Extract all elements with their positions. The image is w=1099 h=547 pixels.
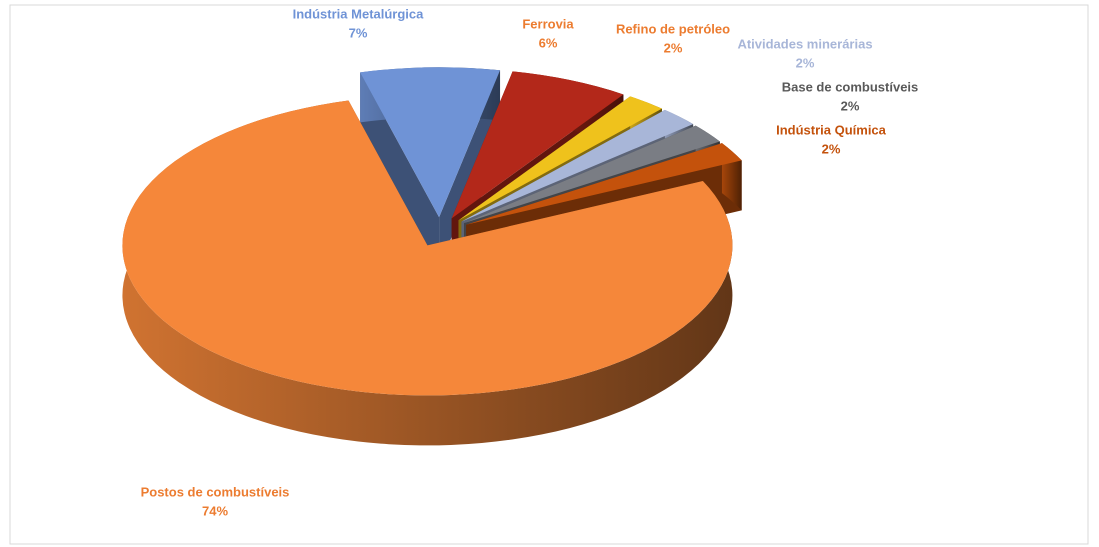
data-label-name: Atividades minerárias — [737, 36, 872, 51]
chart-border — [9, 4, 1089, 545]
slice-top — [122, 100, 733, 396]
data-label-value: 2% — [841, 98, 860, 113]
data-label-name: Indústria Metalúrgica — [293, 6, 425, 21]
data-label-value: 2% — [664, 40, 683, 55]
data-label-name: Indústria Química — [776, 122, 887, 137]
slice-top — [461, 109, 694, 222]
slice-top — [466, 143, 742, 225]
data-label-name: Base de combustíveis — [782, 79, 919, 94]
data-label-name: Refino de petróleo — [616, 21, 730, 36]
data-label-value: 7% — [349, 25, 368, 40]
data-label-value: 2% — [822, 141, 841, 156]
slice — [122, 100, 733, 446]
slice-top — [464, 125, 720, 224]
slice-top — [360, 67, 501, 218]
slice-side — [360, 72, 440, 268]
data-label-name: Postos de combustíveis — [141, 484, 290, 499]
data-label-value: 2% — [796, 55, 815, 70]
data-label-value: 6% — [539, 35, 558, 50]
data-label-value: 74% — [202, 503, 228, 518]
data-label-name: Ferrovia — [522, 16, 574, 31]
slice-top — [451, 71, 624, 219]
slice-top — [458, 96, 662, 221]
